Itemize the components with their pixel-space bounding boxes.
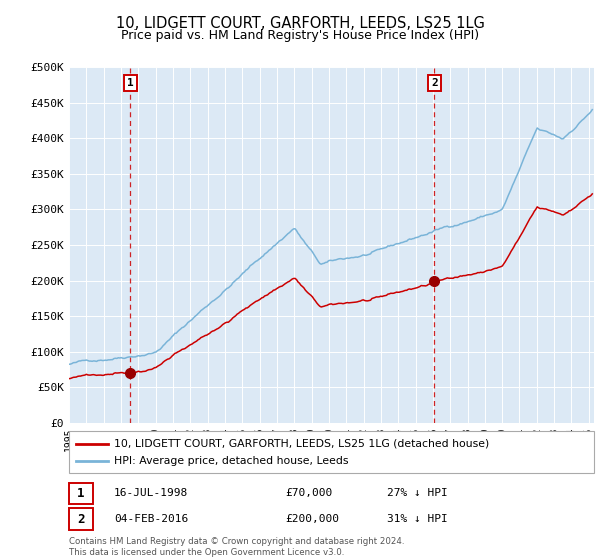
Text: 2: 2 (431, 78, 438, 88)
Text: £70,000: £70,000 (285, 488, 332, 498)
Text: 04-FEB-2016: 04-FEB-2016 (114, 514, 188, 524)
Text: 16-JUL-1998: 16-JUL-1998 (114, 488, 188, 498)
Text: 10, LIDGETT COURT, GARFORTH, LEEDS, LS25 1LG: 10, LIDGETT COURT, GARFORTH, LEEDS, LS25… (116, 16, 484, 31)
Text: 31% ↓ HPI: 31% ↓ HPI (387, 514, 448, 524)
Text: £200,000: £200,000 (285, 514, 339, 524)
Text: 10, LIDGETT COURT, GARFORTH, LEEDS, LS25 1LG (detached house): 10, LIDGETT COURT, GARFORTH, LEEDS, LS25… (114, 439, 489, 449)
Text: Contains HM Land Registry data © Crown copyright and database right 2024.: Contains HM Land Registry data © Crown c… (69, 537, 404, 546)
Text: 27% ↓ HPI: 27% ↓ HPI (387, 488, 448, 498)
Text: 1: 1 (77, 487, 85, 500)
Text: HPI: Average price, detached house, Leeds: HPI: Average price, detached house, Leed… (114, 456, 349, 466)
Text: 1: 1 (127, 78, 134, 88)
Text: This data is licensed under the Open Government Licence v3.0.: This data is licensed under the Open Gov… (69, 548, 344, 557)
Text: Price paid vs. HM Land Registry's House Price Index (HPI): Price paid vs. HM Land Registry's House … (121, 29, 479, 42)
Text: 2: 2 (77, 512, 85, 526)
